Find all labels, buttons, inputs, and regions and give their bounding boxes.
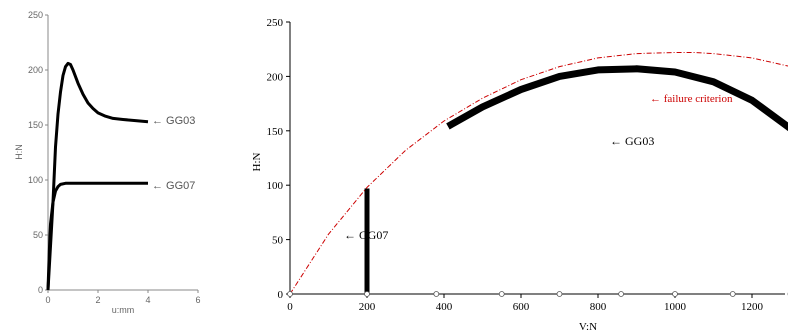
right-x-tick-label: 1000 <box>664 301 687 313</box>
left-x-tick-label: 4 <box>145 295 150 305</box>
left-chart: 0 50 100 150 200 250 0 2 4 6 u:mm H:N ← GG03 ← G… <box>14 10 201 315</box>
left-annotation-gg07: ← GG07 <box>152 180 195 192</box>
right-y-tick-label: 50 <box>272 235 284 247</box>
axis-marker <box>433 291 440 297</box>
left-series-gg03 <box>46 61 149 291</box>
axis-marker <box>287 291 293 297</box>
right-x-tick-label: 400 <box>436 301 453 313</box>
right-series-failure-criterion <box>289 52 788 295</box>
left-x-tick-label: 0 <box>45 295 50 305</box>
left-x-tick-label: 2 <box>95 295 100 305</box>
left-series-gg07 <box>46 181 148 291</box>
left-series-group <box>46 61 149 291</box>
axis-marker <box>618 291 624 297</box>
right-series-gg03 <box>446 65 788 132</box>
left-y-ticks: 0 50 100 150 200 250 <box>28 10 48 295</box>
right-x-tick-label: 200 <box>359 301 376 313</box>
right-x-ticks: 0200400600800100012001400160018002000 <box>287 294 764 313</box>
right-x-tick-label: 1200 <box>741 301 764 313</box>
left-y-tick-label: 0 <box>38 285 43 295</box>
left-x-axis-label: u:mm <box>112 305 135 315</box>
right-y-axis-label: H:N <box>251 152 263 171</box>
right-x-tick-label: 800 <box>590 301 607 313</box>
right-y-tick-label: 200 <box>267 71 284 83</box>
axis-marker <box>498 291 505 297</box>
right-x-tick-label: 0 <box>287 301 293 313</box>
axis-marker <box>556 291 563 297</box>
right-annotation-gg07: ← GG07 <box>344 228 388 242</box>
right-y-tick-label: 0 <box>278 289 284 301</box>
left-x-ticks: 0 2 4 6 <box>45 290 201 305</box>
left-y-axis-label: H:N <box>14 144 24 160</box>
left-y-tick-label: 250 <box>28 10 43 20</box>
right-annotation-gg03: ← GG03 <box>610 134 654 148</box>
left-annotation-gg03: ← GG03 <box>152 115 195 127</box>
right-annotation-failure-criterion: ← failure criterion <box>650 93 733 105</box>
left-y-tick-label: 150 <box>28 120 43 130</box>
right-series-group <box>289 52 788 295</box>
right-y-tick-label: 100 <box>267 180 284 192</box>
right-x-axis-label: V:N <box>579 321 597 333</box>
axis-marker <box>364 291 370 297</box>
left-y-tick-label: 50 <box>33 230 43 240</box>
right-y-tick-label: 250 <box>267 17 284 29</box>
right-y-ticks: 0 50 100 150 200 250 <box>267 17 290 301</box>
axis-marker <box>672 291 678 297</box>
axis-marker <box>729 291 736 297</box>
right-axis-markers <box>287 291 788 297</box>
right-y-tick-label: 150 <box>267 126 284 138</box>
left-y-tick-label: 200 <box>28 65 43 75</box>
left-y-tick-label: 100 <box>28 175 43 185</box>
left-x-tick-label: 6 <box>195 295 200 305</box>
right-x-tick-label: 600 <box>513 301 530 313</box>
